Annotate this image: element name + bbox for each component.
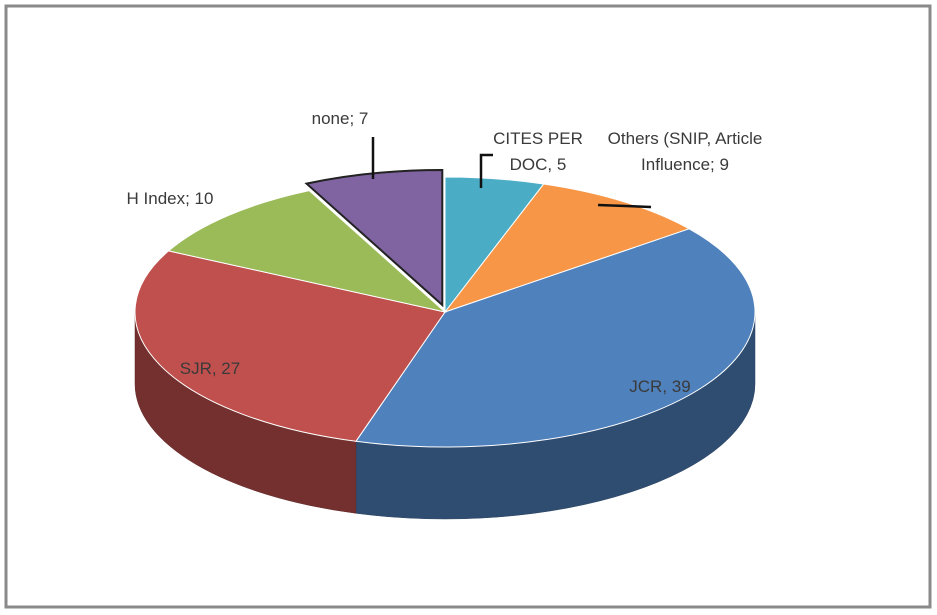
slice [134,250,446,442]
slice [167,190,447,313]
slice [355,228,756,448]
leader-line [597,203,652,209]
data-label: CITES PER DOC, 5 [493,129,583,174]
data-label: H Index; 10 [126,189,214,208]
data-label: JCR, 39 [629,377,691,396]
leader-line [479,153,493,188]
data-label: Others (SNIP, Article Influence; 9 [607,129,763,174]
data-label: none; 7 [311,109,369,128]
slice [443,183,691,314]
leader-lines [371,137,652,209]
pie-tops [134,168,756,448]
data-label: SJR, 27 [179,359,241,378]
